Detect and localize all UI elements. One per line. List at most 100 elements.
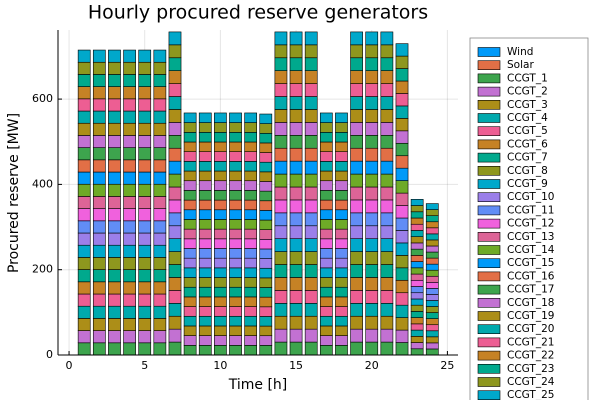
legend-swatch bbox=[477, 192, 501, 202]
legend-label: CCGT_20 bbox=[507, 323, 554, 335]
bar-segment bbox=[168, 31, 182, 46]
bar-segment bbox=[335, 277, 348, 288]
bar-segment bbox=[168, 199, 182, 214]
bar-segment bbox=[365, 83, 379, 97]
bar-segment bbox=[425, 215, 439, 223]
bar-segment bbox=[365, 122, 379, 136]
bar-segment bbox=[425, 318, 439, 326]
bar-segment bbox=[274, 315, 288, 330]
bar-segment bbox=[350, 290, 363, 304]
bar-segment bbox=[319, 306, 333, 317]
bar-segment bbox=[77, 74, 91, 87]
bar-segment bbox=[380, 147, 394, 162]
bar-segment bbox=[168, 70, 182, 84]
bar-segment bbox=[198, 315, 212, 327]
bar-segment bbox=[244, 228, 258, 240]
bar-segment bbox=[319, 277, 333, 288]
bar-segment bbox=[304, 109, 318, 123]
bar-segment bbox=[274, 147, 288, 162]
bar-segment bbox=[77, 61, 91, 75]
bar-segment bbox=[138, 293, 152, 307]
bar-segment bbox=[198, 122, 212, 133]
legend-label: CCGT_10 bbox=[507, 191, 554, 203]
bar-segment bbox=[410, 199, 424, 206]
bar-segment bbox=[289, 251, 303, 265]
bar-segment bbox=[77, 342, 91, 356]
bar-segment bbox=[335, 228, 348, 240]
bar-segment bbox=[77, 220, 91, 234]
bar-segment bbox=[244, 315, 258, 327]
bar-segment bbox=[365, 199, 379, 214]
bar-segment bbox=[425, 233, 439, 241]
bar-segment bbox=[198, 228, 212, 240]
bar-segment bbox=[92, 232, 106, 246]
bar-segment bbox=[410, 230, 424, 237]
bar-segment bbox=[108, 318, 121, 331]
bar-segment bbox=[274, 135, 288, 149]
bar-segment bbox=[259, 306, 273, 317]
bar-segment bbox=[289, 199, 303, 214]
bar-segment bbox=[183, 267, 197, 278]
bar-segment bbox=[350, 328, 363, 343]
bar-segment bbox=[198, 112, 212, 123]
bar-segment bbox=[335, 190, 348, 201]
bar-segment bbox=[92, 110, 106, 124]
bar-segment bbox=[92, 330, 106, 344]
bar-segment bbox=[319, 219, 333, 230]
bar-segment bbox=[198, 296, 212, 307]
bar-segment bbox=[168, 57, 182, 71]
bar-segment bbox=[410, 217, 424, 225]
bar-segment bbox=[123, 318, 136, 331]
bar-segment bbox=[229, 306, 242, 317]
bar-segment bbox=[77, 318, 91, 331]
bar-segment bbox=[350, 173, 363, 188]
bar-segment bbox=[425, 336, 439, 344]
bar-segment bbox=[138, 122, 152, 136]
legend-label: Wind bbox=[507, 46, 533, 58]
bar-segment bbox=[289, 96, 303, 110]
bar-segment bbox=[365, 70, 379, 84]
bar-segment bbox=[214, 209, 227, 220]
bar-segment bbox=[183, 315, 197, 327]
bar-segment bbox=[410, 348, 424, 356]
bar-segment bbox=[319, 257, 333, 269]
legend-label: CCGT_17 bbox=[507, 284, 554, 296]
bar-segment bbox=[183, 132, 197, 143]
bar-segment bbox=[123, 147, 136, 161]
bar-segment bbox=[319, 325, 333, 336]
legend-swatch bbox=[477, 179, 501, 189]
legend-swatch bbox=[477, 284, 501, 295]
bar-segment bbox=[138, 49, 152, 63]
bar-segment bbox=[229, 209, 242, 220]
bar-segment bbox=[365, 290, 379, 304]
bar-segment bbox=[410, 267, 424, 275]
bar-segment bbox=[289, 277, 303, 291]
bar-segment bbox=[123, 330, 136, 344]
bar-segment bbox=[425, 227, 439, 235]
bar-segment bbox=[229, 345, 242, 356]
bar-segment bbox=[259, 123, 273, 134]
bar-segment bbox=[425, 294, 439, 301]
bar-segment bbox=[410, 211, 424, 219]
bar-segment bbox=[335, 335, 348, 346]
bar-segment bbox=[123, 183, 136, 197]
bar-segment bbox=[365, 315, 379, 330]
bar-segment bbox=[319, 180, 333, 191]
bar-segment bbox=[214, 199, 227, 211]
bar-segment bbox=[319, 238, 333, 249]
bar-segment bbox=[395, 255, 409, 269]
bar-segment bbox=[77, 86, 91, 100]
bar-segment bbox=[183, 209, 197, 220]
bar-segment bbox=[229, 315, 242, 327]
bar-segment bbox=[410, 336, 424, 343]
bar-segment bbox=[350, 31, 363, 46]
bar-segment bbox=[77, 147, 91, 161]
bar-segment bbox=[335, 257, 348, 269]
bar-segment bbox=[425, 348, 439, 356]
bar-segment bbox=[229, 238, 242, 249]
bar-segment bbox=[259, 210, 273, 221]
bar-segment bbox=[335, 199, 348, 211]
bar-segment bbox=[123, 110, 136, 124]
bar-segment bbox=[350, 70, 363, 84]
bar-segment bbox=[380, 44, 394, 59]
